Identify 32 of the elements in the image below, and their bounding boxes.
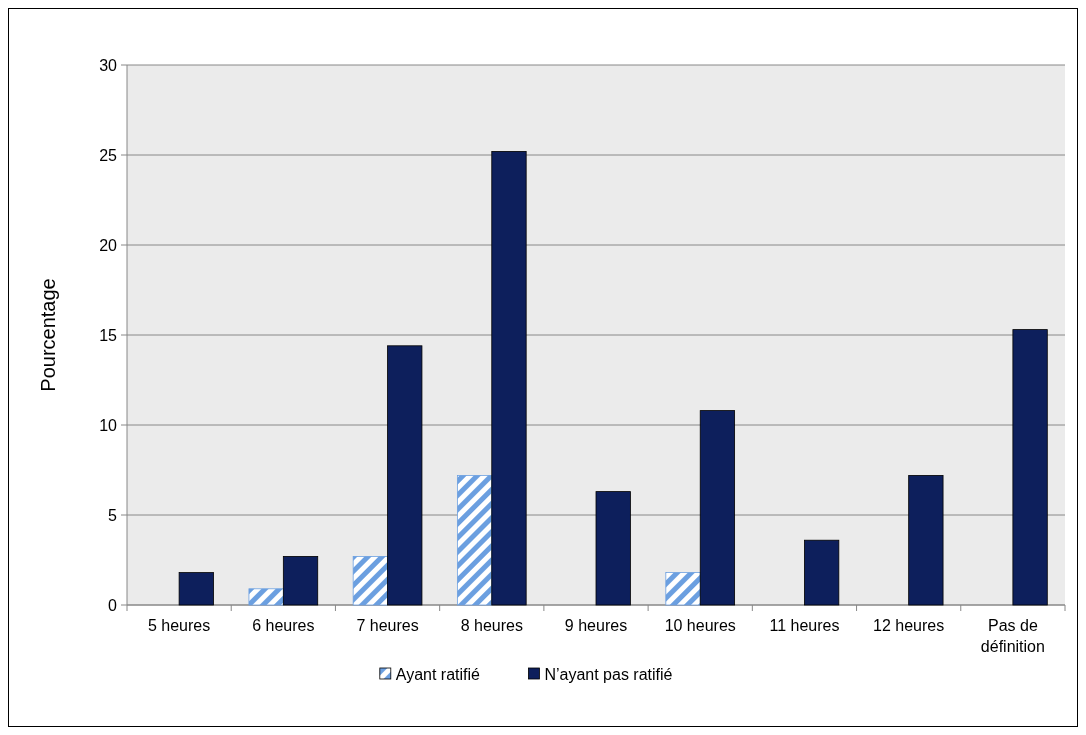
x-tick-label: 6 heures bbox=[252, 617, 315, 634]
y-tick-label: 5 bbox=[108, 506, 118, 524]
bar bbox=[699, 410, 736, 606]
bar bbox=[248, 588, 284, 606]
x-tick-label: 11 heures bbox=[769, 617, 840, 634]
x-tick-label: 12 heures bbox=[873, 617, 945, 634]
y-tick-label: 15 bbox=[99, 326, 118, 344]
bar bbox=[491, 151, 527, 606]
y-tick-label: 10 bbox=[99, 416, 118, 434]
bar bbox=[804, 539, 840, 606]
bar bbox=[352, 556, 388, 606]
x-tick-label: 9 heures bbox=[564, 617, 628, 634]
y-tick-label: 20 bbox=[99, 236, 118, 254]
y-tick-label: 25 bbox=[99, 146, 118, 164]
bar bbox=[1012, 329, 1048, 606]
bar bbox=[908, 475, 944, 606]
y-axis-title: Pourcentage bbox=[37, 278, 59, 392]
bar bbox=[595, 491, 631, 606]
x-tick-label: 10 heures bbox=[664, 617, 736, 634]
x-tick-label: Pas de définition bbox=[980, 617, 1045, 655]
x-tick-label: 5 heures bbox=[147, 617, 211, 634]
bar bbox=[387, 345, 423, 606]
bar bbox=[665, 572, 701, 606]
bar bbox=[178, 572, 214, 606]
legend-label: N’ayant pas ratifié bbox=[544, 665, 673, 683]
legend-label: Ayant ratifié bbox=[395, 665, 481, 683]
y-tick-label: 0 bbox=[108, 596, 118, 614]
y-tick-label: 30 bbox=[99, 56, 118, 74]
bar bbox=[282, 556, 319, 606]
x-tick-label: 7 heures bbox=[356, 617, 419, 634]
x-tick-label: 8 heures bbox=[460, 617, 523, 634]
bar bbox=[456, 475, 493, 606]
